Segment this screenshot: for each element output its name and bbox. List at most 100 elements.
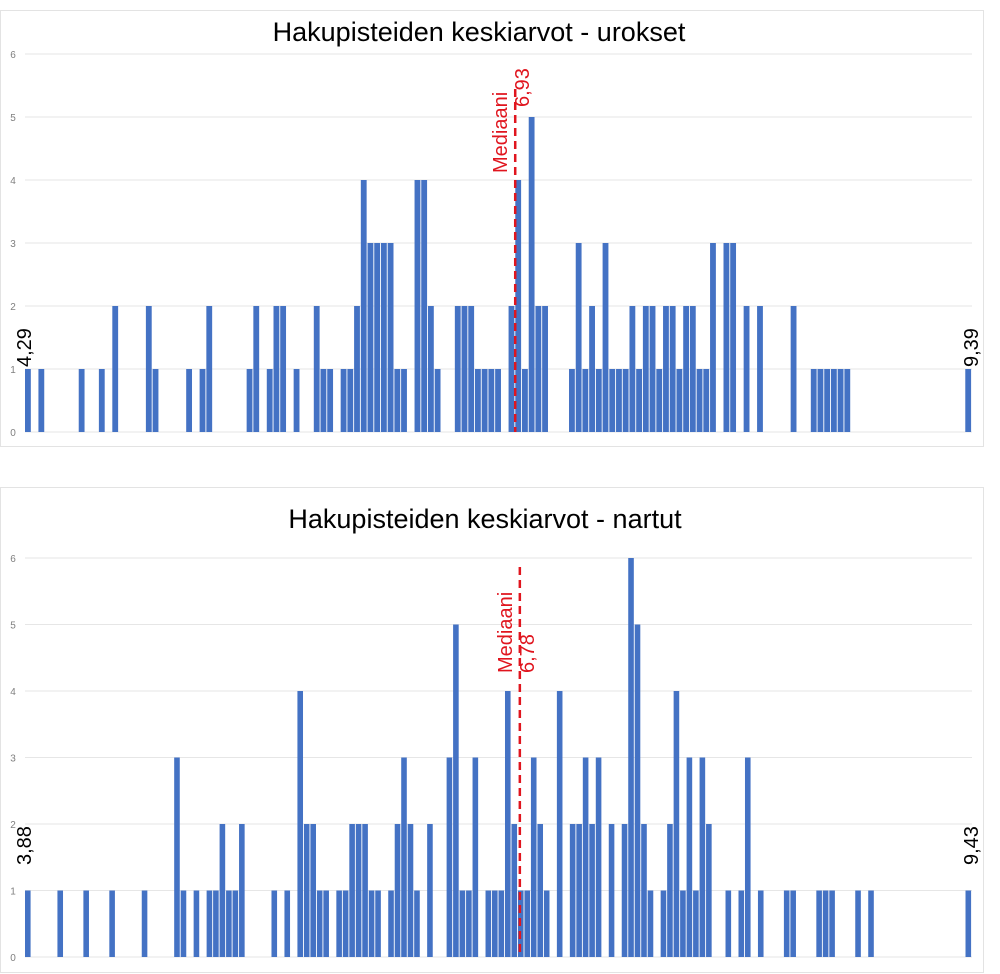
histogram-bar [530, 757, 537, 957]
y-tick-label: 6 [10, 554, 16, 565]
histogram-bar [744, 757, 751, 957]
histogram-bar [822, 890, 829, 957]
chart-urokset: 0 1 2 3 4 5 6 Mediaani 6,93 4,29 9,39 Hakupisteid… [0, 10, 984, 447]
y-tick-label: 1 [10, 365, 16, 376]
histogram-bar [965, 890, 972, 957]
histogram-bar [669, 306, 676, 432]
histogram-bar [837, 369, 844, 432]
histogram-bar [504, 691, 511, 957]
histogram-bar [320, 369, 327, 432]
histogram-bar [790, 890, 796, 957]
histogram-bar [522, 369, 528, 432]
histogram-bar [757, 890, 764, 957]
histogram-bar [360, 180, 367, 432]
histogram-bar [488, 369, 495, 432]
histogram-bar [556, 691, 563, 957]
histogram-bar [336, 890, 342, 957]
histogram-bar [582, 369, 589, 432]
histogram-bar [576, 824, 582, 957]
histogram-bar [703, 369, 710, 432]
histogram-bar [621, 824, 628, 957]
histogram-bar [25, 369, 31, 432]
histogram-bar [375, 890, 381, 957]
histogram-bar [589, 824, 595, 957]
histogram-bar [109, 890, 115, 957]
histogram-bar [145, 306, 152, 432]
histogram-bar [226, 890, 232, 957]
histogram-bar [25, 890, 31, 957]
histogram-bar [374, 243, 381, 432]
histogram-bar [193, 890, 200, 957]
histogram-bar [239, 824, 245, 957]
histogram-bar [647, 890, 654, 957]
histogram-bar [273, 306, 280, 432]
histogram-bar [141, 890, 148, 957]
histogram-bar [676, 369, 683, 432]
histogram-bar [434, 369, 441, 432]
histogram-bar [569, 369, 575, 432]
histogram-bar [508, 306, 515, 432]
histogram-bar [83, 890, 89, 957]
histogram-bar [602, 243, 609, 432]
histogram-bar [380, 243, 387, 432]
histogram-bar [453, 624, 459, 957]
histogram-bar [686, 757, 693, 957]
histogram-bar [816, 890, 822, 957]
histogram-bar [696, 369, 703, 432]
histogram-bar [667, 824, 673, 957]
x-min-label: 3,88 [14, 826, 36, 865]
histogram-bar [537, 824, 544, 957]
histogram-bar [542, 306, 548, 432]
histogram-bar [199, 369, 206, 432]
chart-title: Hakupisteiden keskiarvot - nartut [288, 504, 682, 534]
y-tick-label: 4 [10, 687, 16, 698]
histogram-bar [368, 890, 375, 957]
histogram-bar [622, 369, 629, 432]
histogram-bar [693, 890, 699, 957]
histogram-bar [446, 757, 453, 957]
median-value-label: 6,93 [512, 68, 534, 107]
y-tick-label: 2 [10, 302, 16, 313]
histogram-bar [524, 890, 531, 957]
histogram-bar [649, 306, 656, 432]
histogram-bar [219, 824, 226, 957]
histogram-bar [511, 824, 518, 957]
histogram-bar [636, 369, 642, 432]
histogram-bar [656, 369, 663, 432]
histogram-bar [394, 369, 401, 432]
histogram-bar [582, 757, 589, 957]
histogram-bar [689, 306, 696, 432]
chart-nartut-svg: 0 1 2 3 4 5 6 Mediaani 6,78 3,88 9,43 Hakupisteid… [10, 504, 983, 964]
histogram-bar [844, 369, 851, 432]
histogram-bar [817, 369, 824, 432]
histogram-bar [186, 369, 193, 432]
histogram-bar [284, 890, 291, 957]
histogram-bar [340, 369, 347, 432]
histogram-bar [485, 890, 492, 957]
histogram-bar [710, 243, 716, 432]
histogram-bar [349, 824, 355, 957]
histogram-bar [342, 890, 349, 957]
histogram-bar [454, 306, 461, 432]
histogram-bar [673, 691, 680, 957]
histogram-bar [589, 306, 595, 432]
histogram-bar [608, 824, 615, 957]
histogram-bar [634, 624, 641, 957]
x-max-label: 9,43 [961, 826, 983, 865]
histogram-bar [355, 824, 362, 957]
histogram-bar [401, 757, 407, 957]
histogram-bar [293, 369, 300, 432]
median-value-label: 6,78 [517, 634, 539, 673]
histogram-bar [327, 369, 334, 432]
histogram-bar [725, 890, 732, 957]
y-tick-label: 0 [10, 953, 16, 964]
histogram-bar [855, 890, 861, 957]
y-tick-label: 1 [10, 887, 16, 898]
histogram-bar [387, 243, 394, 432]
histogram-bar [472, 757, 479, 957]
histogram-bar [347, 369, 354, 432]
histogram-bar [427, 824, 433, 957]
histogram-bar [474, 369, 481, 432]
histogram-bar [38, 369, 45, 432]
histogram-bar [297, 691, 304, 957]
